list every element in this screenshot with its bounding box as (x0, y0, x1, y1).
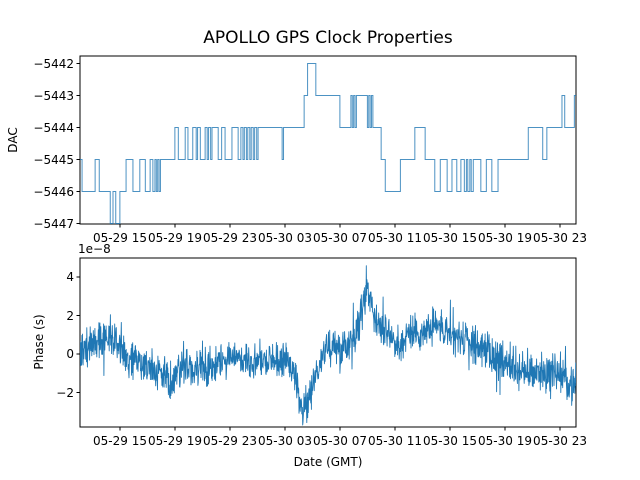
x-tick-label-bottom: 05-29 23 (203, 434, 257, 448)
phase-y-tick-label: 4 (66, 270, 74, 284)
dac-y-tick-label: −5446 (33, 184, 74, 199)
phase-offset-text: 1e−8 (78, 242, 111, 256)
x-tick-label-top: 05-30 03 (258, 231, 312, 245)
x-tick-label-top: 05-30 07 (313, 231, 367, 245)
dac-y-tick-label: −5445 (33, 152, 74, 167)
dac-y-tick-label: −5443 (33, 88, 74, 103)
x-tick-label-top: 05-29 15 (93, 231, 147, 245)
x-tick-label-top: 05-30 19 (478, 231, 532, 245)
x-tick-label-bottom: 05-29 15 (93, 434, 147, 448)
x-tick-label-top: 05-29 19 (148, 231, 202, 245)
x-tick-label-bottom: 05-30 15 (423, 434, 477, 448)
x-tick-label-top: 05-30 11 (368, 231, 422, 245)
x-tick-label-top: 05-30 23 (533, 231, 588, 245)
x-tick-label-bottom: 05-30 19 (478, 434, 532, 448)
dac-y-tick-label: −5444 (33, 120, 74, 135)
dac-axes-border (79, 55, 577, 225)
x-tick-label-bottom: 05-29 19 (148, 434, 202, 448)
x-tick-label-bottom: 05-30 23 (533, 434, 588, 448)
dac-y-tick-label: −5447 (33, 216, 74, 231)
x-tick-label-top: 05-29 23 (203, 231, 257, 245)
x-tick-label-bottom: 05-30 11 (368, 434, 422, 448)
phase-y-tick-label: 2 (66, 308, 74, 323)
phase-ylabel: Phase (s) (32, 314, 46, 370)
x-tick-label-bottom: 05-30 03 (258, 434, 312, 448)
phase-y-tick-label: 0 (66, 347, 74, 361)
chart-title: APOLLO GPS Clock Properties (203, 28, 453, 48)
x-tick-label-bottom: 05-30 07 (313, 434, 367, 448)
tick-marks (76, 63, 561, 431)
phase-noise-line (80, 265, 576, 426)
dac-y-tick-label: −5442 (33, 56, 74, 71)
phase-y-tick-label: −2 (56, 385, 74, 400)
x-axis-label: Date (GMT) (293, 455, 363, 469)
x-tick-label-top: 05-30 15 (423, 231, 477, 245)
dac-step-line (80, 63, 576, 224)
